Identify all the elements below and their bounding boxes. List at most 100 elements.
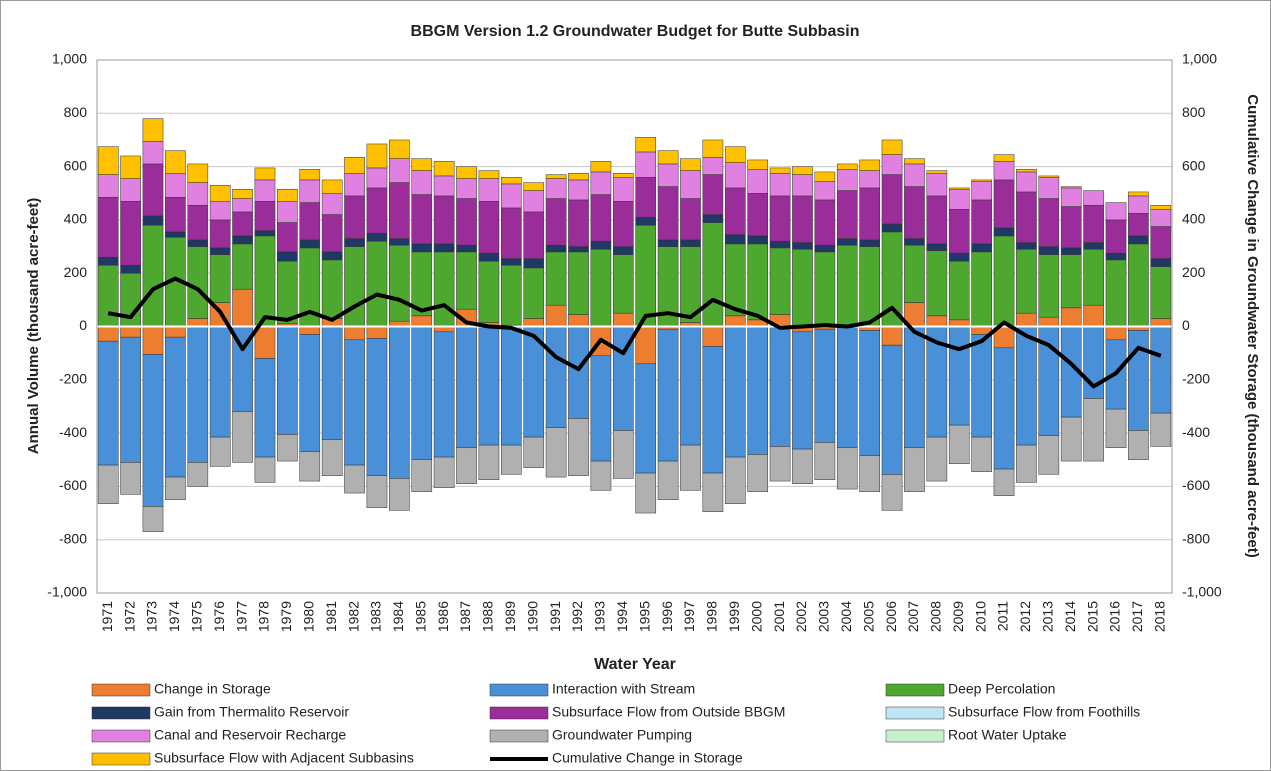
- bar-segment: [881, 344, 903, 475]
- bar-segment: [747, 159, 769, 170]
- bar-segment: [1150, 204, 1172, 210]
- legend-label: Cumulative Change in Storage: [552, 750, 743, 766]
- bar-segment: [971, 179, 992, 182]
- bar-segment: [769, 240, 791, 249]
- bar-segment: [321, 439, 343, 476]
- bar-segment: [1060, 254, 1082, 309]
- bar-segment: [321, 193, 343, 215]
- bar-segment: [814, 181, 836, 201]
- bar-segment: [165, 150, 186, 174]
- bar-segment: [500, 183, 522, 209]
- bar-segment: [971, 199, 992, 245]
- bar-segment: [612, 177, 634, 202]
- bar-segment: [389, 478, 410, 511]
- bar-segment: [1128, 330, 1149, 431]
- x-tick-label: 1973: [144, 601, 160, 632]
- x-tick-label: 2008: [928, 601, 944, 632]
- bar-segment: [1150, 326, 1172, 414]
- legend-swatch: [489, 683, 549, 697]
- bar-segment: [1038, 175, 1060, 178]
- legend-swatch: [489, 729, 549, 743]
- x-tick-label: 1983: [368, 601, 384, 632]
- bar-segment: [814, 251, 836, 327]
- bar-segment: [456, 198, 477, 246]
- legend-label: Subsurface Flow with Adjacent Subbasins: [154, 750, 414, 766]
- bar-segment: [702, 214, 724, 223]
- bar-segment: [971, 243, 992, 253]
- bar-segment: [859, 159, 880, 171]
- bar-segment: [187, 462, 209, 487]
- bar-segment: [948, 208, 970, 254]
- x-tick-label: 1993: [592, 601, 608, 632]
- bar-segment: [97, 340, 119, 466]
- bar-segment: [142, 215, 164, 226]
- bar-segment: [165, 326, 186, 338]
- bar-segment: [747, 454, 769, 492]
- bar-segment: [209, 436, 231, 467]
- bar-segment: [702, 326, 724, 347]
- x-tick-label: 2017: [1129, 601, 1145, 632]
- bar-segment: [500, 258, 522, 266]
- bar-segment: [926, 436, 948, 482]
- x-tick-label: 1995: [636, 601, 652, 632]
- bar-segment: [724, 146, 746, 163]
- bar-segment: [277, 222, 298, 253]
- bar-segment: [635, 216, 657, 226]
- bar-segment: [1016, 248, 1037, 314]
- bar-segment: [926, 170, 948, 174]
- bar-segment: [545, 304, 567, 327]
- bar-segment: [680, 326, 701, 446]
- bar-segment: [187, 246, 209, 319]
- y-tick-label: 200: [64, 264, 88, 280]
- bar-segment: [321, 259, 343, 319]
- bar-segment: [478, 444, 500, 480]
- y2-tick-label: 400: [1182, 211, 1206, 227]
- bar-segment: [277, 260, 298, 325]
- bar-segment: [836, 447, 858, 490]
- bar-segment: [97, 146, 119, 175]
- bar-segment: [1128, 195, 1149, 214]
- bar-segment: [209, 254, 231, 303]
- bar-segment: [344, 173, 365, 197]
- bar-segment: [344, 464, 365, 494]
- bar-segment: [881, 326, 903, 346]
- bar-segment: [209, 200, 231, 221]
- bar-segment: [904, 186, 925, 239]
- bar-segment: [545, 244, 567, 253]
- x-tick-label: 1994: [614, 601, 630, 632]
- legend-swatch: [91, 706, 151, 720]
- bar-segment: [545, 427, 567, 478]
- bar-segment: [612, 312, 634, 327]
- bar-segment: [1083, 190, 1104, 206]
- bar-segment: [456, 251, 477, 310]
- x-tick-label: 2007: [905, 601, 921, 632]
- bar-segment: [277, 251, 298, 262]
- bar-segment: [411, 459, 433, 492]
- bar-segment: [1038, 316, 1060, 327]
- bar-segment: [747, 326, 769, 455]
- bar-segment: [612, 200, 634, 247]
- bar-segment: [836, 238, 858, 246]
- y-tick-label: -400: [59, 424, 87, 440]
- bar-segment: [859, 246, 880, 327]
- bar-segment: [747, 243, 769, 321]
- bar-segment: [142, 326, 164, 355]
- bar-segment: [792, 174, 813, 197]
- bar-segment: [209, 219, 231, 249]
- x-tick-label: 1998: [704, 601, 720, 632]
- bar-segment: [165, 173, 186, 198]
- legend-swatch: [489, 706, 549, 720]
- x-tick-label: 1989: [502, 601, 518, 632]
- bar-segment: [1150, 208, 1172, 227]
- y2-tick-label: -600: [1182, 477, 1210, 493]
- bar-segment: [187, 163, 209, 183]
- x-tick-label: 1972: [121, 601, 137, 632]
- bar-segment: [590, 240, 612, 250]
- bar-segment: [456, 244, 477, 253]
- bar-segment: [657, 239, 679, 247]
- bar-segment: [926, 250, 948, 317]
- bar-segment: [478, 200, 500, 254]
- bar-segment: [478, 252, 500, 262]
- bar-segment: [277, 434, 298, 462]
- bar-segment: [433, 175, 455, 197]
